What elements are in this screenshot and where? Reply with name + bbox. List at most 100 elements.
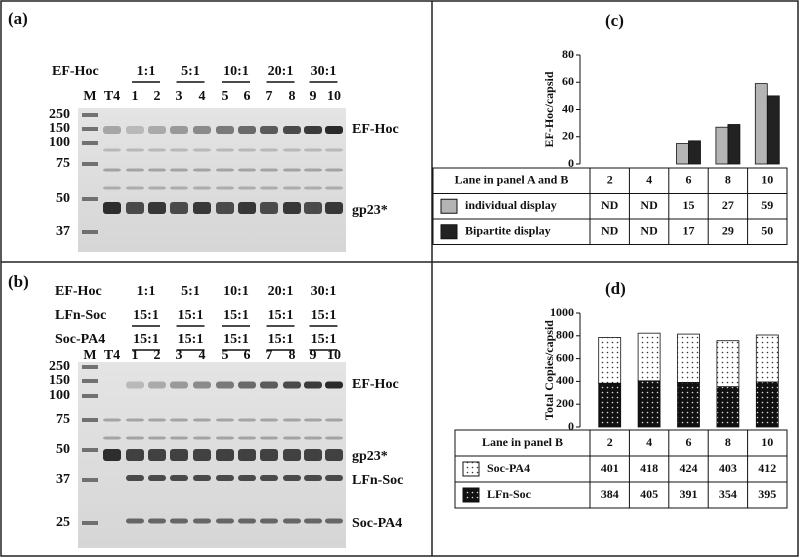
gel-band (283, 449, 301, 461)
gel-band (304, 381, 322, 389)
bar-segment (755, 334, 779, 383)
table-value: 384 (601, 487, 619, 501)
gel (78, 108, 346, 252)
gel-band (193, 126, 211, 134)
ladder-band (82, 230, 98, 234)
table-value: 401 (601, 461, 619, 475)
table-header: Lane in panel B (482, 435, 563, 449)
ladder-band (82, 197, 98, 201)
ladder-band (82, 521, 98, 525)
lane-label: 10 (327, 348, 341, 363)
gel-band (260, 381, 278, 389)
gel-band (148, 418, 166, 422)
table-value: 395 (758, 487, 776, 501)
gel-band (304, 186, 322, 190)
bar (715, 126, 729, 165)
bar-segment (755, 381, 779, 428)
gel-band (304, 475, 322, 481)
table-value: 412 (758, 461, 776, 475)
marker-label: 100 (49, 388, 70, 403)
x-tick-label: 8 (725, 435, 731, 449)
table-value: ND (601, 224, 619, 238)
gel-band (148, 168, 166, 172)
y-tick-label: 1000 (550, 305, 574, 319)
lane-label: M (83, 89, 96, 104)
lane-label: 5 (222, 89, 229, 104)
gel-band (170, 418, 188, 422)
bar (727, 124, 741, 165)
y-tick-label: 200 (556, 396, 574, 410)
bar (754, 83, 768, 165)
gel-band (304, 148, 322, 152)
x-tick-label: 6 (686, 173, 692, 187)
gel-band (193, 381, 211, 389)
table-value: 391 (680, 487, 698, 501)
legend-label: individual display (465, 198, 557, 212)
lane-label: 3 (176, 348, 183, 363)
ratio-label: 15:1 (133, 332, 159, 347)
gel-band (283, 475, 301, 481)
band-label: gp23* (352, 203, 388, 218)
y-tick-label: 600 (556, 350, 574, 364)
gel-band (193, 186, 211, 190)
lane-label: T4 (104, 348, 120, 363)
ratio-label: 1:1 (137, 64, 156, 79)
legend-label: LFn-Soc (487, 487, 532, 501)
lane-label: 4 (199, 348, 206, 363)
gel-band (260, 518, 278, 524)
gel-band (148, 475, 166, 481)
gel-band (148, 518, 166, 524)
ratio-label: 10:1 (223, 64, 249, 79)
gel-band (238, 518, 256, 524)
panel-label: (b) (8, 272, 29, 291)
bar-segment (637, 332, 661, 382)
gel-band (260, 475, 278, 481)
gel-band (304, 436, 322, 440)
gel-band (238, 418, 256, 422)
gel-band (103, 418, 121, 422)
gel-band (304, 518, 322, 524)
ratio-label: 15:1 (223, 332, 249, 347)
gel-band (216, 418, 234, 422)
gel-band (103, 436, 121, 440)
x-tick-label: 4 (646, 173, 652, 187)
gel-band (170, 168, 188, 172)
gel-band (126, 381, 144, 389)
lane-label: 1 (132, 348, 139, 363)
y-tick-label: 800 (556, 328, 574, 342)
ladder-band (82, 394, 98, 398)
ladder-band (82, 478, 98, 482)
gel-band (238, 168, 256, 172)
gel-band (238, 126, 256, 134)
ratio-label: 15:1 (133, 308, 159, 323)
x-tick-label: 4 (646, 435, 652, 449)
band-label: Soc-PA4 (352, 516, 402, 531)
bar-segment (598, 382, 622, 428)
gel-band (148, 202, 166, 214)
gel-band (325, 381, 343, 389)
x-tick-label: 2 (607, 435, 613, 449)
gel-band (325, 449, 343, 461)
bar-segment (716, 340, 740, 388)
y-axis-label: EF-Hoc/capsid (542, 71, 556, 147)
gel-band (126, 418, 144, 422)
legend-label: Soc-PA4 (487, 461, 530, 475)
gel-band (325, 475, 343, 481)
gel (78, 362, 346, 548)
band-label: gp23* (352, 449, 388, 464)
gel-band (193, 436, 211, 440)
ratio-label: 30:1 (311, 64, 337, 79)
marker-label: 50 (56, 191, 70, 206)
gel-band (103, 148, 121, 152)
table-value: 354 (719, 487, 737, 501)
table-value: 50 (761, 224, 773, 238)
gel-band (260, 418, 278, 422)
marker-label: 37 (56, 472, 70, 487)
table-value: 17 (683, 224, 695, 238)
bar-segment (598, 337, 622, 384)
gel-band (304, 449, 322, 461)
panel-label: (a) (8, 9, 28, 28)
bar-segment (677, 382, 700, 428)
marker-label: 250 (49, 359, 70, 374)
